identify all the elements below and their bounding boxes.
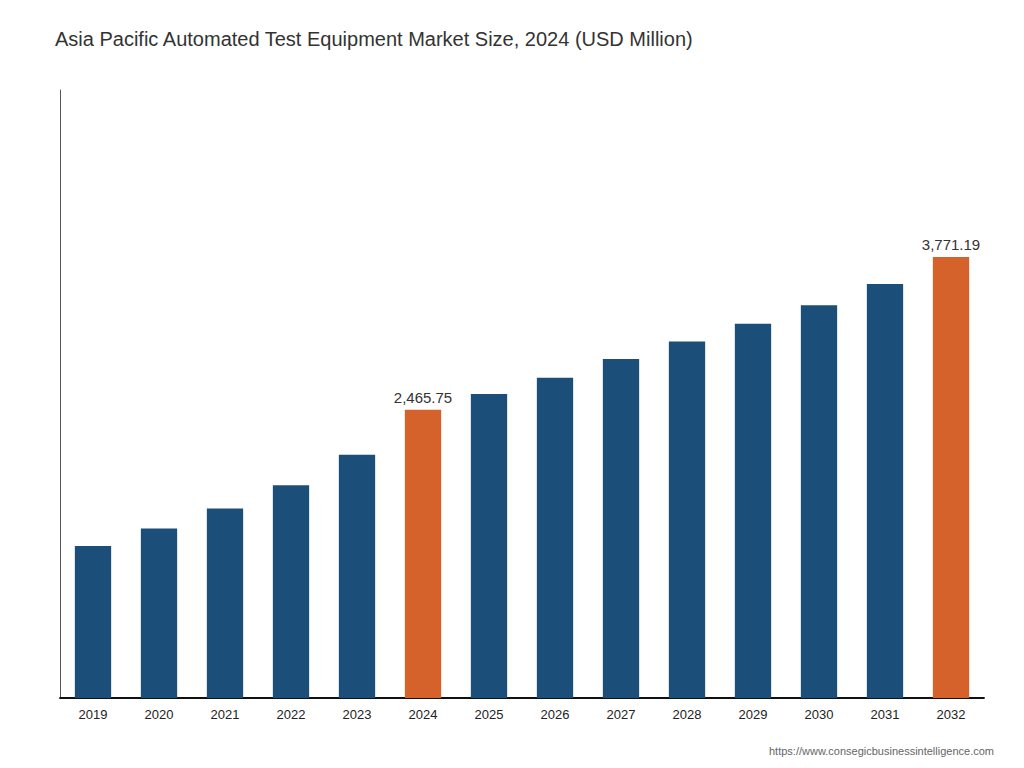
svg-text:2027: 2027 (607, 707, 636, 722)
svg-text:2026: 2026 (541, 707, 570, 722)
svg-text:2023: 2023 (343, 707, 372, 722)
svg-text:2020: 2020 (145, 707, 174, 722)
svg-text:2019: 2019 (79, 707, 108, 722)
svg-text:2021: 2021 (211, 707, 240, 722)
svg-text:2024: 2024 (409, 707, 438, 722)
svg-text:2032: 2032 (937, 707, 966, 722)
svg-text:Asia Pacific Automated Test Eq: Asia Pacific Automated Test Equipment Ma… (55, 28, 693, 50)
svg-text:2030: 2030 (805, 707, 834, 722)
svg-text:2029: 2029 (739, 707, 768, 722)
svg-text:2022: 2022 (277, 707, 306, 722)
svg-text:2028: 2028 (673, 707, 702, 722)
svg-text:2,465.75: 2,465.75 (394, 389, 452, 406)
svg-text:2025: 2025 (475, 707, 504, 722)
svg-text:3,771.19: 3,771.19 (922, 236, 980, 253)
svg-text:https://www.consegicbusinessin: https://www.consegicbusinessintelligence… (769, 745, 994, 757)
svg-text:2031: 2031 (871, 707, 900, 722)
